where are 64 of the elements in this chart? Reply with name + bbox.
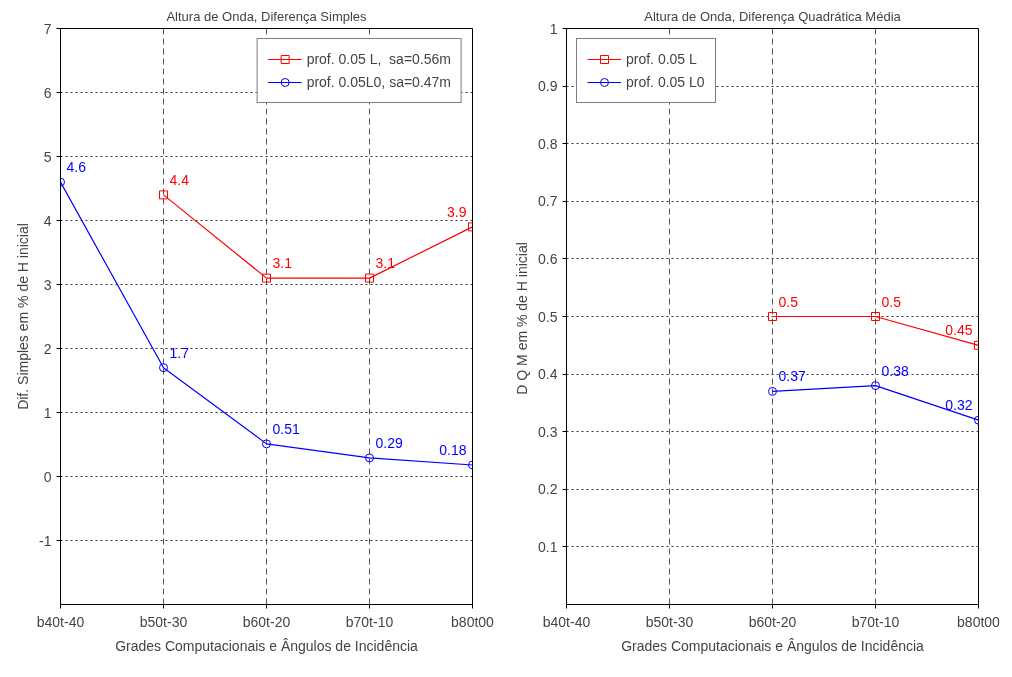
point [262, 439, 271, 449]
legend-label: prof. 0.05 L [626, 51, 697, 67]
y-tick-label: 0.1 [538, 538, 558, 555]
data-label: 1.7 [169, 344, 190, 361]
y-axis-title: D Q M em % de H inicial [514, 242, 531, 395]
y-tick-label: 5 [43, 148, 52, 165]
point [262, 273, 271, 283]
x-tick-label: b40t-40 [542, 613, 591, 630]
y-tick-label: 0.2 [538, 481, 558, 498]
y-tick-label: 0.8 [538, 135, 558, 152]
y-tick-label: 0.9 [538, 78, 558, 95]
y-tick-label: 6 [43, 84, 52, 101]
point [768, 386, 777, 396]
point [159, 190, 168, 200]
y-tick-label: 0.5 [538, 308, 558, 325]
point [365, 273, 374, 283]
y-tick-label: 2 [43, 340, 52, 357]
data-label: 3.9 [447, 203, 467, 220]
x-axis-title: Grades Computacionais e Ângulos de Incidência [621, 637, 925, 654]
point [871, 381, 880, 391]
data-label: 0.5 [881, 293, 902, 310]
point [768, 312, 777, 321]
point [871, 312, 880, 321]
chart-title: Altura de Onda, Diferença Quadrática Média [644, 8, 902, 24]
y-tick-label: 0.6 [538, 250, 558, 267]
y-tick-label: 1 [549, 20, 558, 37]
y-tick-label: -1 [39, 532, 52, 549]
x-tick-label: b70t-10 [345, 613, 394, 630]
x-tick-label: b70t-10 [851, 613, 900, 630]
data-label: 4.4 [169, 171, 190, 188]
data-label: 0.51 [272, 420, 300, 437]
y-tick-label: 0.4 [538, 366, 558, 383]
x-tick-label: b60t-20 [242, 613, 291, 630]
data-label: 0.32 [945, 397, 973, 414]
y-tick-label: 0.7 [538, 193, 558, 210]
legend-label: prof. 0.05 L0 [626, 74, 705, 90]
y-tick-label: 1 [43, 404, 52, 421]
x-tick-label: b80t00 [451, 613, 495, 630]
y-tick-label: 4 [43, 212, 52, 229]
y-axis-title: Dif. Simples em % de H inicial [15, 223, 32, 410]
y-tick-label: 3 [43, 276, 52, 293]
data-label: 4.6 [66, 159, 87, 176]
y-tick-label: 7 [43, 20, 52, 37]
legend-label: prof. 0.05L0, sa=0.47m [306, 74, 451, 90]
x-tick-label: b80t00 [957, 613, 1001, 630]
data-label: 0.37 [778, 368, 806, 385]
y-tick-label: 0 [43, 468, 52, 485]
data-label: 0.29 [375, 434, 403, 451]
data-label: 3.1 [375, 255, 396, 272]
data-label: 0.45 [945, 322, 973, 339]
x-axis-title: Grades Computacionais e Ângulos de Incidência [115, 637, 419, 654]
data-label: 3.1 [272, 255, 293, 272]
data-label: 0.38 [881, 362, 909, 379]
data-label: 0.18 [439, 441, 467, 458]
point [365, 453, 374, 463]
data-label: 0.5 [778, 293, 799, 310]
point [159, 363, 168, 373]
x-tick-label: b50t-30 [645, 613, 694, 630]
y-tick-label: 0.3 [538, 423, 558, 440]
x-tick-label: b60t-20 [748, 613, 797, 630]
chart-title: Altura de Onda, Diferença Simples [166, 8, 368, 24]
x-tick-label: b40t-40 [36, 613, 85, 630]
x-tick-label: b50t-30 [139, 613, 188, 630]
legend-label: prof. 0.05 L, sa=0.56m [306, 51, 451, 67]
